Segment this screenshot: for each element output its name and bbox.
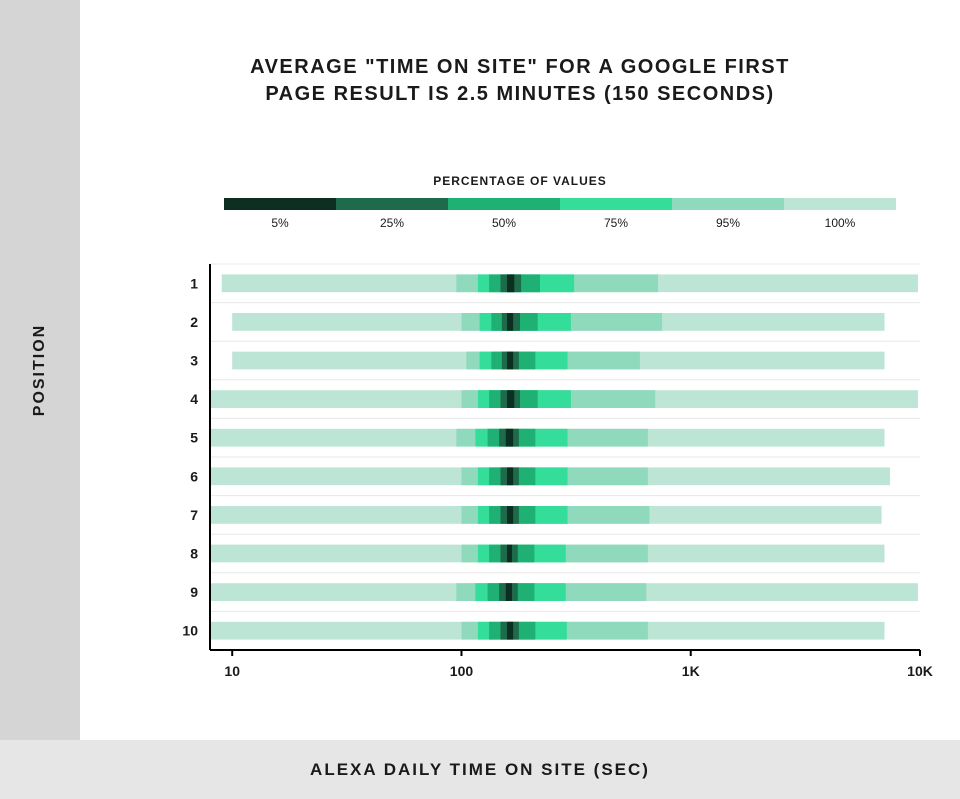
legend-label: 75% [604, 216, 628, 230]
band-p5 [507, 506, 513, 524]
chart-title-line2: PAGE RESULT IS 2.5 MINUTES (150 SECONDS) [265, 83, 774, 105]
y-tick-label: 6 [190, 468, 198, 484]
distribution-chart: 12345678910101001K10K [176, 258, 920, 698]
legend-item: 50% [448, 198, 560, 230]
legend-label: 5% [271, 216, 288, 230]
y-tick-label: 5 [190, 430, 198, 446]
legend-title: PERCENTAGE OF VALUES [80, 174, 960, 188]
legend-swatch [784, 198, 896, 210]
chart-title-line1: AVERAGE "TIME ON SITE" FOR A GOOGLE FIRS… [250, 56, 790, 78]
y-axis-label-panel: POSITION [0, 0, 80, 740]
band-p5 [507, 390, 514, 408]
x-tick-label: 1K [682, 663, 700, 679]
legend-label: 100% [825, 216, 856, 230]
y-tick-label: 8 [190, 546, 198, 562]
legend-item: 95% [672, 198, 784, 230]
x-axis-label-panel: ALEXA DAILY TIME ON SITE (SEC) [0, 740, 960, 799]
y-axis-label: POSITION [31, 324, 49, 416]
legend-swatch [336, 198, 448, 210]
y-tick-label: 3 [190, 353, 198, 369]
legend-swatch [672, 198, 784, 210]
band-p5 [507, 545, 512, 563]
chart-panel: AVERAGE "TIME ON SITE" FOR A GOOGLE FIRS… [80, 0, 960, 740]
band-p5 [507, 352, 513, 370]
band-p5 [506, 583, 512, 601]
x-axis-label: ALEXA DAILY TIME ON SITE (SEC) [310, 760, 650, 780]
legend-label: 25% [380, 216, 404, 230]
x-tick-label: 10 [224, 663, 240, 679]
legend-item: 75% [560, 198, 672, 230]
x-tick-label: 10K [907, 663, 933, 679]
y-tick-label: 10 [182, 623, 198, 639]
legend-label: 95% [716, 216, 740, 230]
y-tick-label: 7 [190, 507, 198, 523]
legend-swatch [560, 198, 672, 210]
legend-swatch [224, 198, 336, 210]
band-p5 [507, 274, 514, 292]
band-p5 [507, 622, 513, 640]
x-tick-label: 100 [450, 663, 474, 679]
legend-item: 5% [224, 198, 336, 230]
band-p5 [506, 429, 513, 447]
band-p5 [507, 467, 513, 485]
legend-swatch [448, 198, 560, 210]
y-tick-label: 2 [190, 314, 198, 330]
y-tick-label: 9 [190, 584, 198, 600]
plot-area: 12345678910101001K10K [176, 258, 920, 698]
chart-title: AVERAGE "TIME ON SITE" FOR A GOOGLE FIRS… [80, 54, 960, 108]
y-tick-label: 1 [190, 275, 198, 291]
legend-item: 100% [784, 198, 896, 230]
y-tick-label: 4 [190, 391, 198, 407]
band-p5 [507, 313, 513, 331]
legend: 5% 25% 50% 75% 95% 100% [220, 198, 900, 230]
legend-item: 25% [336, 198, 448, 230]
legend-label: 50% [492, 216, 516, 230]
